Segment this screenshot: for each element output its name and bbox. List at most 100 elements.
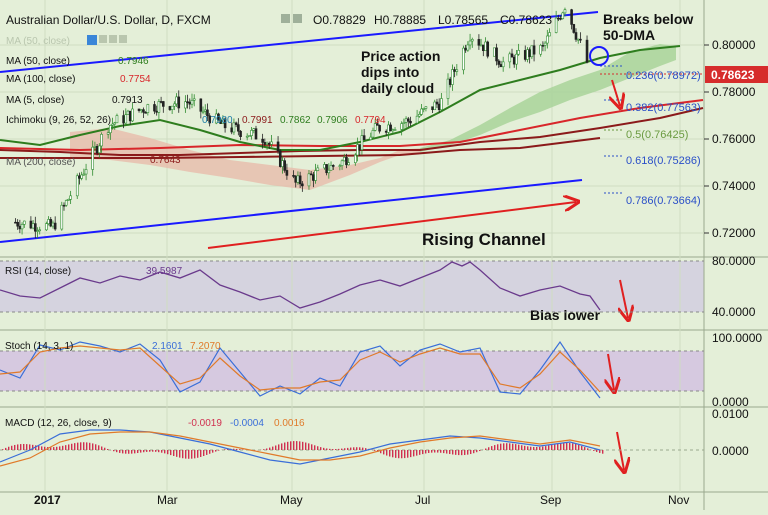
macd-hist-bar bbox=[326, 448, 327, 450]
candle-body bbox=[573, 24, 575, 32]
macd-hist-bar bbox=[317, 446, 318, 450]
candle-body bbox=[266, 143, 268, 144]
macd-hist-bar bbox=[347, 448, 348, 450]
candle-body bbox=[200, 99, 202, 111]
price-tick-1: 0.80000 bbox=[712, 38, 756, 52]
macd-hist-bar bbox=[281, 443, 282, 450]
candle-body bbox=[193, 99, 195, 100]
candle-body bbox=[462, 48, 464, 70]
macd-hist-bar bbox=[569, 443, 570, 450]
macd-hist-bar bbox=[287, 442, 288, 450]
legend-ichimoku-v4: 0.7906 bbox=[317, 115, 348, 126]
candle-body bbox=[339, 166, 341, 167]
candle-body bbox=[293, 175, 295, 176]
macd-hist-bar bbox=[68, 444, 69, 450]
candle-body bbox=[96, 146, 98, 152]
candle-body bbox=[61, 205, 63, 229]
macd-hist-bar bbox=[209, 450, 210, 454]
macd-hist-bar bbox=[173, 450, 174, 456]
macd-hist-bar bbox=[449, 450, 450, 454]
macd-hist-bar bbox=[17, 444, 18, 450]
macd-hist-bar bbox=[470, 450, 471, 454]
candle-body bbox=[67, 199, 69, 200]
macd-hist-bar bbox=[350, 448, 351, 450]
price-axis[interactable]: 0.80000 0.78000 0.76000 0.74000 0.72000 … bbox=[704, 38, 768, 240]
macd-hist-bar bbox=[29, 444, 30, 450]
macd-hist-bar bbox=[188, 450, 189, 459]
macd-hist-bar bbox=[353, 447, 354, 450]
macd-hist-bar bbox=[383, 450, 384, 454]
macd-hist-bar bbox=[485, 449, 486, 450]
candle-body bbox=[21, 224, 23, 229]
candle-body bbox=[436, 102, 438, 104]
time-axis[interactable]: 2017 Mar May Jul Sep Nov bbox=[34, 493, 689, 507]
macd-hist-bar bbox=[437, 450, 438, 453]
macd-hist-bar bbox=[365, 448, 366, 450]
macd-hist-bar bbox=[272, 447, 273, 450]
candle-body bbox=[264, 142, 266, 144]
macd-hist-bar bbox=[476, 450, 477, 452]
macd-hist-bar bbox=[179, 450, 180, 458]
macd-hist-bar bbox=[518, 445, 519, 450]
candle-body bbox=[39, 230, 41, 231]
macd-hist-bar bbox=[500, 444, 501, 450]
macd-hist-bar bbox=[266, 448, 267, 450]
candle-body bbox=[332, 165, 334, 166]
macd-hist-bar bbox=[41, 446, 42, 450]
candle-body bbox=[37, 231, 39, 232]
macd-hist-bar bbox=[2, 449, 3, 450]
macd-hist-bar bbox=[143, 450, 144, 452]
macd-value-3: 0.0016 bbox=[274, 418, 305, 429]
x-label-may: May bbox=[280, 493, 303, 507]
macd-hist-bar bbox=[395, 450, 396, 458]
candle-body bbox=[500, 64, 502, 66]
candle-body bbox=[235, 123, 237, 125]
macd-hist-bar bbox=[146, 450, 147, 452]
fib-label-3: 0.5(0.76425) bbox=[626, 129, 688, 141]
macd-hist-bar bbox=[290, 441, 291, 450]
candle-body bbox=[123, 116, 125, 124]
legend-ma100: MA (100, close) bbox=[6, 74, 75, 85]
annotation-price-2: dips into bbox=[361, 64, 419, 80]
candle-body bbox=[237, 125, 239, 132]
fib-label-1: 0.236(0.78972) bbox=[626, 70, 701, 82]
macd-hist-bar bbox=[239, 449, 240, 450]
candle-body bbox=[326, 164, 328, 172]
macd-hist-bar bbox=[446, 450, 447, 454]
candle-body bbox=[341, 161, 343, 166]
candle-body bbox=[65, 200, 67, 205]
candle-body bbox=[465, 48, 467, 50]
macd-hist-bar bbox=[122, 450, 123, 453]
macd-hist-bar bbox=[521, 445, 522, 450]
macd-hist-bar bbox=[224, 449, 225, 450]
candle-body bbox=[255, 129, 257, 139]
macd-hist-bar bbox=[95, 444, 96, 450]
macd-hist-bar bbox=[128, 450, 129, 454]
macd-hist-bar bbox=[338, 449, 339, 450]
stoch-value-d: 7.2070 bbox=[190, 341, 221, 352]
x-label-mar: Mar bbox=[157, 493, 178, 507]
candle bbox=[562, 12, 564, 20]
candle-body bbox=[233, 123, 235, 132]
candle-body bbox=[432, 107, 434, 110]
candle-body bbox=[156, 111, 158, 112]
macd-hist-bar bbox=[542, 447, 543, 450]
candle-body bbox=[555, 18, 557, 33]
stoch-tick-1: 100.0000 bbox=[712, 331, 762, 345]
candle-body bbox=[372, 130, 374, 137]
candle-body bbox=[524, 50, 526, 59]
candle-body bbox=[116, 116, 118, 123]
annotation-breaks-2: 50-DMA bbox=[603, 27, 655, 43]
macd-hist-bar bbox=[398, 450, 399, 458]
candle-body bbox=[546, 36, 548, 43]
candle bbox=[462, 46, 464, 75]
macd-hist-bar bbox=[98, 445, 99, 450]
macd-hist-bar bbox=[374, 450, 375, 451]
macd-hist-bar bbox=[587, 448, 588, 450]
macd-hist-bar bbox=[335, 449, 336, 450]
candle-body bbox=[509, 54, 511, 62]
macd-hist-bar bbox=[107, 449, 108, 450]
macd-hist-bar bbox=[479, 450, 480, 451]
